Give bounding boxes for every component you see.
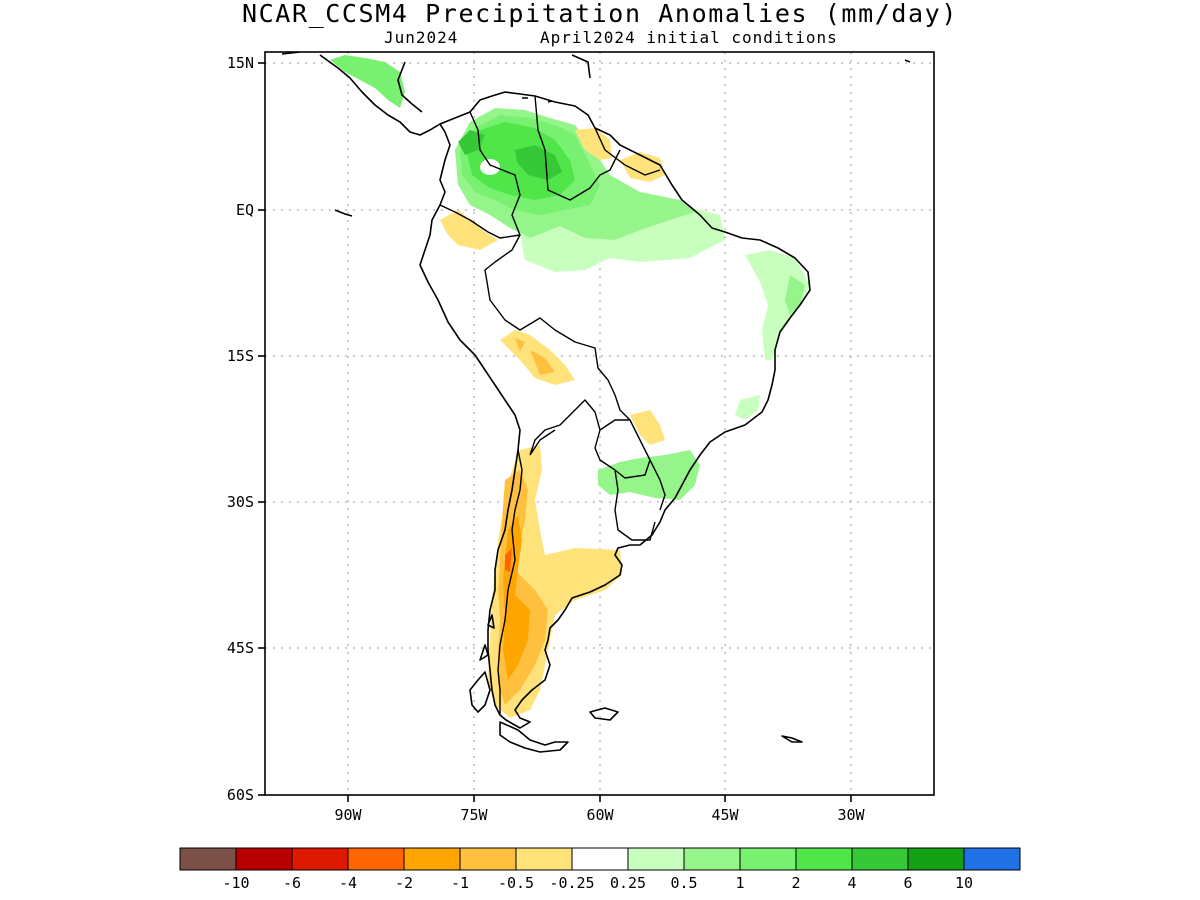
wet-region-north-core3: [458, 130, 562, 180]
initial-conditions: April2024 initial conditions: [540, 28, 838, 47]
colorbar: -10 -6 -4 -2 -1 -0.5 -0.25 0.25 0.5 1 2 4 6 10: [179, 847, 1021, 892]
colorbar-swatch: [627, 847, 685, 871]
colorbar-label: 4: [847, 874, 856, 892]
colorbar-swatch: [795, 847, 853, 871]
lat-label: 45S: [227, 639, 254, 657]
wet-region-se-brazil: [735, 395, 760, 420]
lat-label: 30S: [227, 493, 254, 511]
south-america-coast: [419, 91, 811, 729]
borders: [439, 95, 666, 715]
wet-region-north-peak: [480, 159, 500, 175]
lon-label: 60W: [586, 806, 614, 824]
colorbar-swatch: [347, 847, 405, 871]
wet-region-central-america: [330, 55, 405, 108]
colorbar-label: 1: [735, 874, 744, 892]
latitude-labels: 15N EQ 15S 30S 45S 60S: [227, 54, 254, 804]
lat-label: EQ: [236, 201, 254, 219]
chile-archipelago: [469, 614, 495, 713]
colorbar-label: -6: [283, 874, 301, 892]
anomaly-shading: [330, 55, 810, 718]
tierra-del-fuego: [499, 721, 569, 753]
map-area: [265, 52, 934, 795]
dry-region-guianas: [575, 128, 665, 182]
colorbar-label: -2: [395, 874, 413, 892]
forecast-month: Jun2024: [384, 28, 459, 47]
colorbar-swatch: [459, 847, 517, 871]
lon-label: 30W: [837, 806, 865, 824]
wet-region-south-brazil: [598, 450, 700, 500]
colorbar-swatch: [403, 847, 461, 871]
colorbar-label: 0.25: [610, 874, 646, 892]
axis-ticks: [258, 62, 852, 802]
colorbar-label: -4: [339, 874, 357, 892]
map-title: NCAR_CCSM4 Precipitation Anomalies (mm/d…: [241, 0, 958, 28]
longitude-labels: 90W 75W 60W 45W 30W: [334, 806, 865, 824]
colorbar-swatch: [291, 847, 349, 871]
colorbar-swatch: [907, 847, 965, 871]
colorbar-label: 2: [791, 874, 800, 892]
dry-region-paraguay: [630, 410, 665, 445]
wet-region-amazon: [520, 205, 725, 272]
colorbar-swatch: [235, 847, 293, 871]
colorbar-swatch: [515, 847, 573, 871]
lat-label: 60S: [227, 786, 254, 804]
lon-label: 75W: [460, 806, 488, 824]
caribbean-islands: [522, 54, 911, 103]
colorbar-swatch: [179, 847, 237, 871]
coastlines: [281, 52, 911, 753]
lat-label: 15S: [227, 347, 254, 365]
colorbar-label: 10: [955, 874, 973, 892]
colorbar-label: 6: [903, 874, 912, 892]
colorbar-swatch: [683, 847, 741, 871]
colorbar-label: -0.5: [498, 874, 534, 892]
galapagos: [334, 209, 353, 217]
colorbar-swatch: [851, 847, 909, 871]
falklands: [589, 707, 619, 721]
colorbar-swatch: [571, 847, 629, 871]
south-georgia: [781, 735, 803, 743]
colorbar-label: -1: [451, 874, 469, 892]
dry-region-andes-peak: [505, 548, 512, 572]
colorbar-label: -10: [222, 874, 249, 892]
lat-label: 15N: [227, 54, 254, 72]
colorbar-swatch: [739, 847, 797, 871]
lon-label: 90W: [334, 806, 362, 824]
colorbar-label: -0.25: [549, 874, 594, 892]
dry-region-ecuador: [440, 210, 498, 250]
dry-region-bolivia-core: [515, 338, 555, 375]
colorbar-label: 0.5: [670, 874, 697, 892]
lon-label: 45W: [711, 806, 739, 824]
colorbar-swatch: [963, 847, 1021, 871]
